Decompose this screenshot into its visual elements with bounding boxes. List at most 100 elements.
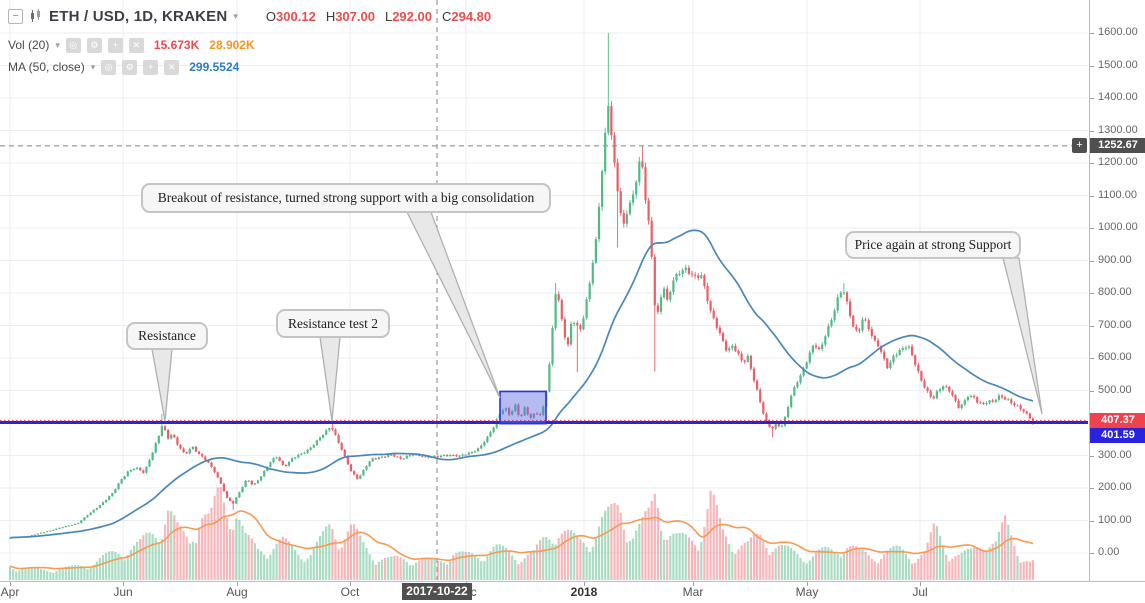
y-axis-tickmark: [1090, 98, 1094, 99]
x-axis-label: Oct: [340, 585, 360, 599]
y-axis-tickmark: [1090, 65, 1094, 67]
y-axis-tickmark: [1090, 455, 1094, 457]
crosshair-price-badge: 1252.67: [1090, 138, 1145, 154]
chevron-down-icon[interactable]: ▾: [55, 39, 60, 50]
crosshair-date-badge: 2017-10-22: [402, 583, 472, 600]
close-icon[interactable]: ✕: [128, 37, 144, 53]
y-axis-tickmark: [1090, 293, 1094, 294]
y-axis-tickmark: [1090, 130, 1094, 132]
consolidation-box[interactable]: [499, 390, 547, 425]
y-axis-label: 800.00: [1098, 286, 1132, 298]
ma50-line: [9, 229, 1034, 539]
price-chart-canvas[interactable]: [0, 0, 1088, 580]
annotation-callout[interactable]: Resistance test 2: [276, 309, 390, 338]
y-axis-tickmark: [1090, 195, 1094, 197]
vol-value-1: 28.902K: [209, 38, 255, 52]
y-axis-tickmark: [1090, 228, 1094, 229]
gear-icon[interactable]: ⚙: [122, 59, 138, 75]
y-axis-tickmark: [1090, 33, 1094, 34]
close-icon[interactable]: ✕: [164, 59, 180, 75]
y-axis-label: 0.00: [1098, 546, 1120, 558]
indicator-name-vol[interactable]: Vol (20): [8, 38, 50, 52]
y-axis-tickmark: [1090, 488, 1094, 489]
y-axis-label: 1100.00: [1098, 188, 1137, 201]
ma-legend-row: MA (50, close) ▾ ◎ ⚙ + ✕ 299.5524: [8, 58, 239, 76]
x-axis-tickmark: [920, 582, 921, 586]
ohlc-close-value: 294.80: [451, 8, 492, 24]
x-axis-label: Jun: [113, 585, 133, 599]
ohlc-close-label: C: [441, 8, 452, 24]
y-axis-tickmark: [1090, 390, 1094, 392]
eye-icon[interactable]: ◎: [101, 59, 117, 75]
price-axis[interactable]: 0.00100.00200.00300.00400.00500.00600.00…: [1089, 0, 1145, 581]
x-axis-tickmark: [123, 582, 124, 586]
eye-icon[interactable]: ◎: [65, 37, 81, 53]
candles-layer: [8, 33, 1035, 539]
y-axis-tickmark: [1090, 553, 1094, 554]
x-axis-tickmark: [237, 582, 238, 586]
ohlc-open-value: 300.12: [276, 8, 316, 24]
collapse-pane-button[interactable]: −: [8, 8, 23, 24]
last-price-badge: 407.37: [1090, 413, 1145, 429]
y-axis-label: 600.00: [1098, 351, 1132, 363]
y-axis-label: 100.00: [1098, 513, 1132, 526]
x-axis-label: Mar: [682, 585, 704, 599]
callout-tail: [151, 348, 173, 422]
y-axis-tickmark: [1090, 358, 1094, 359]
add-icon[interactable]: +: [143, 59, 159, 75]
y-axis-label: 500.00: [1098, 383, 1132, 396]
vol-value-0: 15.673K: [153, 38, 200, 52]
ma-value-0: 299.5524: [189, 60, 240, 74]
ohlc-open-label: O: [265, 8, 277, 24]
y-axis-label: 1600.00: [1098, 26, 1138, 38]
indicator-name-ma[interactable]: MA (50, close): [8, 60, 85, 74]
y-axis-label: 1000.00: [1098, 221, 1138, 233]
y-axis-tickmark: [1090, 260, 1094, 262]
volume-ma-line: [9, 510, 1034, 570]
x-axis-label: Apr: [0, 585, 20, 599]
y-axis-label: 1300.00: [1098, 123, 1138, 136]
x-axis-label: Aug: [226, 585, 248, 599]
y-axis-label: 1200.00: [1098, 156, 1138, 168]
y-axis-label: 300.00: [1098, 448, 1132, 461]
annotation-callout[interactable]: Price again at strong Support: [845, 231, 1021, 259]
chevron-down-icon[interactable]: ▾: [90, 61, 96, 72]
x-axis-tickmark: [807, 582, 808, 586]
chevron-down-icon[interactable]: ▾: [233, 10, 238, 21]
x-axis-label: Jul: [912, 585, 928, 599]
y-axis-tickmark: [1090, 163, 1094, 164]
callout-tail: [405, 211, 501, 399]
annotation-callout[interactable]: Breakout of resistance, turned strong su…: [141, 183, 551, 213]
annotation-callout[interactable]: Resistance: [126, 322, 208, 350]
time-axis[interactable]: AprJunAugOctDec2018MarMayJul2017-10-22: [0, 581, 1145, 603]
y-axis-label: 200.00: [1098, 481, 1132, 493]
callout-tail: [319, 336, 341, 422]
add-alert-plus-button[interactable]: +: [1072, 138, 1087, 154]
y-axis-label: 1500.00: [1098, 58, 1138, 71]
x-axis-label: May: [795, 585, 819, 599]
candlestick-icon: [31, 9, 40, 22]
y-axis-label: 900.00: [1098, 253, 1132, 266]
y-axis-tickmark: [1090, 520, 1094, 522]
x-axis-tickmark: [350, 582, 351, 586]
volume-legend-row: Vol (20) ▾ ◎ ⚙ + ✕ 15.673K 28.902K: [8, 36, 255, 54]
symbol-title[interactable]: ETH / USD, 1D, KRAKEN: [49, 7, 228, 25]
x-axis-tickmark: [10, 582, 11, 586]
y-axis-label: 700.00: [1098, 318, 1132, 331]
support-line-price-badge: 401.59: [1090, 428, 1145, 444]
volume-layer: [8, 487, 1035, 580]
x-axis-label: 2018: [570, 585, 598, 599]
ohlc-high-label: H: [325, 8, 336, 24]
add-icon[interactable]: +: [107, 37, 123, 53]
gear-icon[interactable]: ⚙: [86, 37, 102, 53]
ohlc-low-label: L: [384, 8, 393, 24]
ohlc-low-value: 292.00: [392, 8, 432, 24]
ohlc-readout: O 300.12 H 307.00 L 292.00 C 294.80: [256, 9, 491, 24]
y-axis-tickmark: [1090, 325, 1094, 327]
x-axis-tickmark: [693, 582, 694, 586]
grid-layer: [0, 0, 1088, 580]
ohlc-high-value: 307.00: [335, 8, 375, 24]
y-axis-label: 1400.00: [1098, 91, 1138, 103]
symbol-legend-row: − ETH / USD, 1D, KRAKEN ▾ O 300.12 H 307.0…: [8, 7, 491, 25]
x-axis-tickmark: [584, 582, 585, 586]
